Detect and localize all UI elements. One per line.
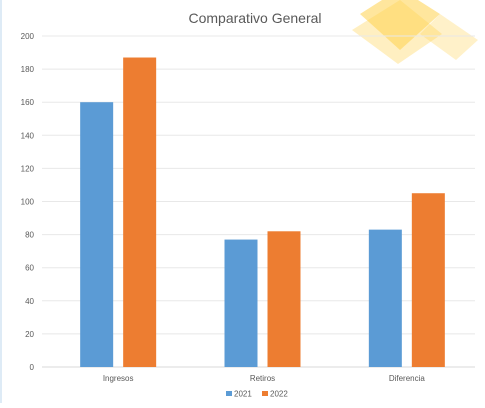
bar-retiros-2022 (267, 231, 301, 367)
x-category-label-retiros: Retiros (250, 374, 275, 383)
chart-title: Comparativo General (188, 10, 321, 26)
legend-swatch-2021 (226, 391, 232, 396)
y-tick-label-0: 0 (30, 363, 35, 372)
y-tick-label-60: 60 (25, 264, 34, 273)
y-tick-label-100: 100 (21, 198, 35, 207)
x-axis-categories: Ingresos Retiros Diferencia (103, 374, 426, 383)
y-tick-label-20: 20 (25, 330, 34, 339)
bar-diferencia-2022 (411, 193, 445, 367)
legend: 2021 2022 (226, 390, 288, 399)
y-tick-label-120: 120 (21, 164, 35, 173)
y-tick-label-140: 140 (21, 131, 35, 140)
bar-retiros-2021 (224, 239, 258, 367)
bars (80, 57, 445, 367)
decorative-diamonds (352, 0, 478, 64)
gridlines (42, 35, 475, 368)
legend-label-2021: 2021 (234, 390, 252, 399)
y-axis-ticks: 0 20 40 60 80 100 120 140 160 180 200 (21, 32, 35, 372)
y-tick-label-40: 40 (25, 297, 34, 306)
bar-ingresos-2021 (80, 102, 114, 367)
y-tick-label-180: 180 (21, 65, 35, 74)
bar-ingresos-2022 (123, 57, 157, 367)
y-tick-label-80: 80 (25, 231, 34, 240)
bar-diferencia-2021 (368, 229, 402, 367)
y-tick-label-200: 200 (21, 32, 35, 41)
x-category-label-ingresos: Ingresos (103, 374, 134, 383)
y-tick-label-160: 160 (21, 98, 35, 107)
decor-diamond-front (360, 0, 440, 50)
decor-diamond-side (420, 14, 478, 60)
x-category-label-diferencia: Diferencia (389, 374, 426, 383)
legend-swatch-2022 (262, 391, 268, 396)
legend-label-2022: 2022 (270, 390, 288, 399)
